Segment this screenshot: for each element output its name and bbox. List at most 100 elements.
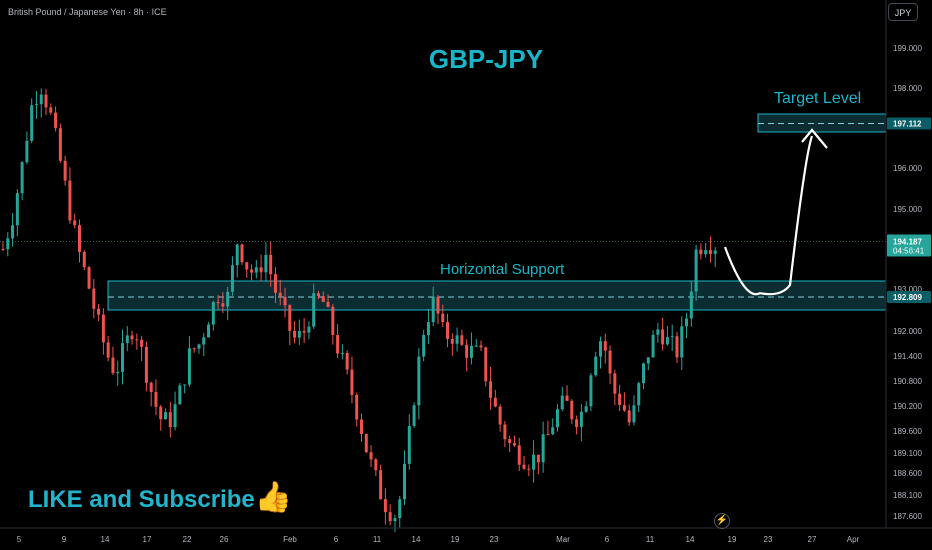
candle[interactable] — [541, 434, 545, 463]
candle[interactable] — [484, 347, 488, 382]
candle[interactable] — [168, 412, 172, 428]
candle[interactable] — [345, 352, 349, 370]
candle[interactable] — [58, 128, 62, 161]
candle[interactable] — [144, 346, 148, 383]
candle[interactable] — [221, 303, 225, 307]
candle[interactable] — [173, 404, 177, 428]
candle[interactable] — [685, 318, 689, 327]
candle[interactable] — [77, 225, 81, 252]
candle[interactable] — [1, 249, 5, 250]
candle[interactable] — [87, 267, 91, 289]
support-price-tag[interactable] — [887, 291, 931, 304]
candle[interactable] — [39, 94, 43, 105]
candle[interactable] — [551, 427, 555, 435]
candle[interactable] — [20, 162, 24, 194]
candle[interactable] — [469, 345, 473, 358]
candle[interactable] — [637, 383, 641, 406]
candle[interactable] — [584, 406, 588, 412]
candle[interactable] — [532, 454, 536, 470]
candle[interactable] — [25, 140, 29, 163]
candle[interactable] — [689, 291, 693, 319]
candle[interactable] — [661, 329, 665, 345]
candle[interactable] — [316, 293, 320, 297]
candle[interactable] — [575, 419, 579, 427]
candle[interactable] — [570, 400, 574, 420]
candle[interactable] — [364, 433, 368, 453]
candle[interactable] — [651, 334, 655, 358]
candle[interactable] — [522, 464, 526, 469]
candle[interactable] — [97, 308, 101, 315]
candle[interactable] — [254, 267, 258, 273]
candle[interactable] — [331, 306, 335, 336]
candle[interactable] — [230, 265, 234, 292]
symbol-header[interactable]: British Pound / Japanese Yen · 8h · ICE — [8, 7, 167, 17]
candle[interactable] — [450, 338, 454, 344]
candle[interactable] — [694, 249, 698, 292]
candle[interactable] — [455, 335, 459, 344]
candle[interactable] — [446, 322, 450, 339]
candle[interactable] — [627, 410, 631, 423]
candle[interactable] — [489, 381, 493, 398]
candle[interactable] — [121, 343, 124, 372]
candle[interactable] — [670, 336, 674, 338]
candle[interactable] — [599, 341, 602, 357]
candle[interactable] — [302, 330, 306, 333]
candle[interactable] — [216, 302, 220, 304]
candle[interactable] — [326, 301, 330, 307]
candle[interactable] — [92, 288, 96, 309]
candle[interactable] — [355, 394, 359, 420]
candle[interactable] — [192, 348, 196, 350]
candle[interactable] — [426, 322, 430, 335]
candle[interactable] — [565, 395, 569, 401]
candle[interactable] — [30, 105, 34, 141]
candle[interactable] — [259, 267, 263, 273]
candle[interactable] — [278, 292, 282, 298]
candle[interactable] — [197, 344, 201, 349]
candle[interactable] — [479, 345, 483, 348]
candle[interactable] — [106, 342, 110, 358]
candle[interactable] — [579, 411, 583, 427]
candle[interactable] — [398, 499, 402, 519]
candle[interactable] — [632, 405, 636, 423]
candle[interactable] — [250, 269, 254, 273]
candle[interactable] — [245, 262, 249, 270]
candle[interactable] — [555, 409, 559, 428]
candle[interactable] — [11, 225, 15, 239]
candle[interactable] — [431, 296, 435, 323]
candle[interactable] — [417, 356, 421, 406]
candle[interactable] — [159, 406, 163, 420]
price-axis[interactable]: 199.000 198.000 196.000 195.000 193.000 192.0… — [885, 0, 932, 550]
candle[interactable] — [101, 314, 105, 343]
candles-layer[interactable] — [1, 88, 717, 532]
candle[interactable] — [44, 94, 48, 108]
candle[interactable] — [6, 238, 10, 250]
candle[interactable] — [422, 334, 426, 357]
candle[interactable] — [297, 330, 301, 338]
candle[interactable] — [675, 336, 679, 358]
candle[interactable] — [508, 439, 512, 444]
candle[interactable] — [63, 160, 67, 181]
candle[interactable] — [512, 443, 516, 446]
candle[interactable] — [498, 406, 502, 425]
candle[interactable] — [240, 244, 244, 263]
candle[interactable] — [527, 468, 531, 470]
candle[interactable] — [713, 250, 717, 254]
candle[interactable] — [379, 470, 383, 500]
candle[interactable] — [140, 339, 144, 347]
candle[interactable] — [187, 348, 191, 385]
candle[interactable] — [704, 250, 708, 255]
candle[interactable] — [460, 335, 464, 345]
candle[interactable] — [73, 220, 77, 226]
candle[interactable] — [135, 339, 139, 341]
candle[interactable] — [608, 350, 612, 374]
candle[interactable] — [536, 454, 540, 463]
candle[interactable] — [202, 337, 206, 345]
candle[interactable] — [116, 371, 120, 374]
candle[interactable] — [235, 244, 239, 266]
candle[interactable] — [34, 104, 38, 106]
candle[interactable] — [646, 357, 650, 364]
candle[interactable] — [288, 305, 292, 331]
candle[interactable] — [226, 291, 230, 307]
candle[interactable] — [49, 107, 53, 113]
candle[interactable] — [183, 384, 187, 386]
